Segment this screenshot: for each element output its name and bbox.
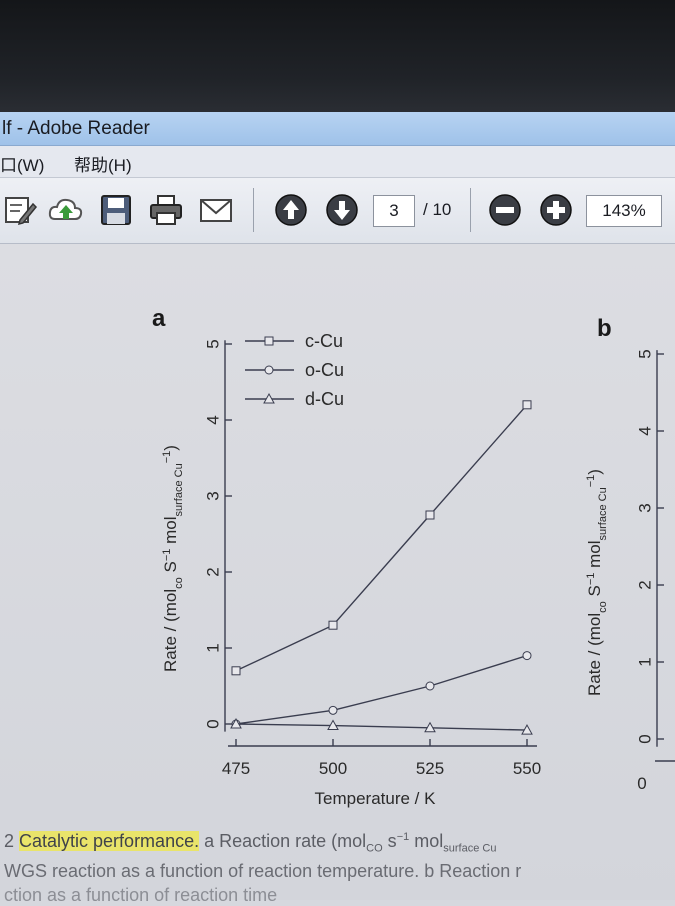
y-tick-label-b: 2 bbox=[636, 580, 655, 589]
chart-panel-a: a Rate / (molco S−1 molsurface Cu−1) Tem… bbox=[152, 305, 541, 808]
y-tick-label: 3 bbox=[204, 491, 223, 500]
y-tick-label-b: 1 bbox=[636, 657, 655, 666]
print-icon[interactable] bbox=[148, 192, 184, 228]
y-tick-label: 1 bbox=[204, 643, 223, 652]
data-point-c-cu bbox=[328, 620, 338, 630]
edit-icon[interactable] bbox=[2, 192, 38, 228]
y-axis-label: Rate / (molco S−1 molsurface Cu−1) bbox=[161, 445, 185, 672]
data-point-c-cu bbox=[231, 666, 241, 676]
y-tick-label: 2 bbox=[204, 567, 223, 576]
y-tick-label-b: 4 bbox=[636, 426, 655, 435]
figure-caption-line-1: 2 Catalytic performance. a Reaction rate… bbox=[4, 831, 497, 855]
previous-page-icon[interactable] bbox=[273, 192, 309, 228]
legend-marker-o-cu bbox=[264, 365, 274, 375]
figure-caption-line-2: WGS reaction as a function of reaction t… bbox=[4, 861, 522, 881]
y-tick-label: 4 bbox=[204, 415, 223, 424]
save-icon[interactable] bbox=[98, 192, 134, 228]
y-tick-label-b: 0 bbox=[636, 734, 655, 743]
y-tick-label: 5 bbox=[204, 339, 223, 348]
next-page-icon[interactable] bbox=[324, 192, 360, 228]
data-point-o-cu bbox=[425, 681, 435, 691]
data-point-c-cu bbox=[522, 400, 532, 410]
data-point-o-cu bbox=[328, 705, 338, 715]
cloud-upload-icon[interactable] bbox=[48, 192, 84, 228]
toolbar-separator bbox=[253, 188, 254, 232]
email-icon[interactable] bbox=[198, 192, 234, 228]
figure-caption-line-3: ction as a function of reaction time bbox=[4, 885, 278, 905]
data-point-d-cu bbox=[521, 724, 533, 735]
x-tick-label: 550 bbox=[513, 759, 541, 778]
legend-marker-d-cu bbox=[263, 392, 275, 404]
menu-help[interactable]: 帮助(H) bbox=[74, 156, 132, 175]
page-number-input[interactable]: 3 bbox=[373, 195, 415, 227]
x-tick-label-b: 0 bbox=[637, 774, 646, 793]
zoom-level-field[interactable]: 143% bbox=[586, 195, 662, 227]
x-tick-label: 525 bbox=[416, 759, 444, 778]
legend-label-o-cu: o-Cu bbox=[305, 360, 344, 380]
y-tick-label: 0 bbox=[204, 719, 223, 728]
figure: a Rate / (molco S−1 molsurface Cu−1) Tem… bbox=[152, 305, 675, 808]
x-tick-label: 500 bbox=[319, 759, 347, 778]
series-line-c-cu bbox=[235, 404, 528, 672]
y-axis-label-b: Rate / (molco S−1 molsurface Cu−1) bbox=[585, 469, 609, 696]
chart-panel-b: b Rate / (molco S−1 molsurface Cu−1) 0 1 2… bbox=[585, 315, 675, 793]
menu-window[interactable]: 口(W) bbox=[0, 156, 45, 175]
y-tick-label-b: 5 bbox=[636, 349, 655, 358]
x-tick-label: 475 bbox=[222, 759, 250, 778]
panel-a-label: a bbox=[152, 305, 166, 332]
data-point-o-cu bbox=[522, 651, 532, 661]
legend-label-c-cu: c-Cu bbox=[305, 331, 343, 351]
legend-label-d-cu: d-Cu bbox=[305, 389, 344, 409]
document-page: a Rate / (molco S−1 molsurface Cu−1) Tem… bbox=[0, 244, 675, 905]
caption-highlight: Catalytic performance. bbox=[19, 831, 200, 851]
data-point-c-cu bbox=[425, 510, 435, 520]
y-tick-label-b: 3 bbox=[636, 503, 655, 512]
menu-bar: 口(W) 帮助(H) bbox=[0, 146, 675, 178]
data-point-d-cu bbox=[230, 717, 242, 729]
x-axis-label: Temperature / K bbox=[315, 789, 437, 808]
window-titlebar[interactable]: lf - Adobe Reader bbox=[0, 112, 675, 146]
zoom-in-icon[interactable] bbox=[538, 192, 574, 228]
legend-marker-c-cu bbox=[264, 336, 274, 346]
window-title: lf - Adobe Reader bbox=[2, 118, 150, 139]
toolbar-separator bbox=[470, 188, 471, 232]
zoom-out-icon[interactable] bbox=[487, 192, 523, 228]
data-point-d-cu bbox=[424, 721, 436, 733]
data-point-d-cu bbox=[327, 719, 339, 731]
panel-b-label: b bbox=[597, 315, 612, 342]
toolbar: 3 / 10 143% bbox=[0, 178, 675, 244]
series-line-d-cu bbox=[235, 723, 528, 731]
series-line-o-cu bbox=[235, 654, 528, 725]
monitor-bezel bbox=[0, 0, 675, 112]
page-total: / 10 bbox=[423, 200, 452, 219]
